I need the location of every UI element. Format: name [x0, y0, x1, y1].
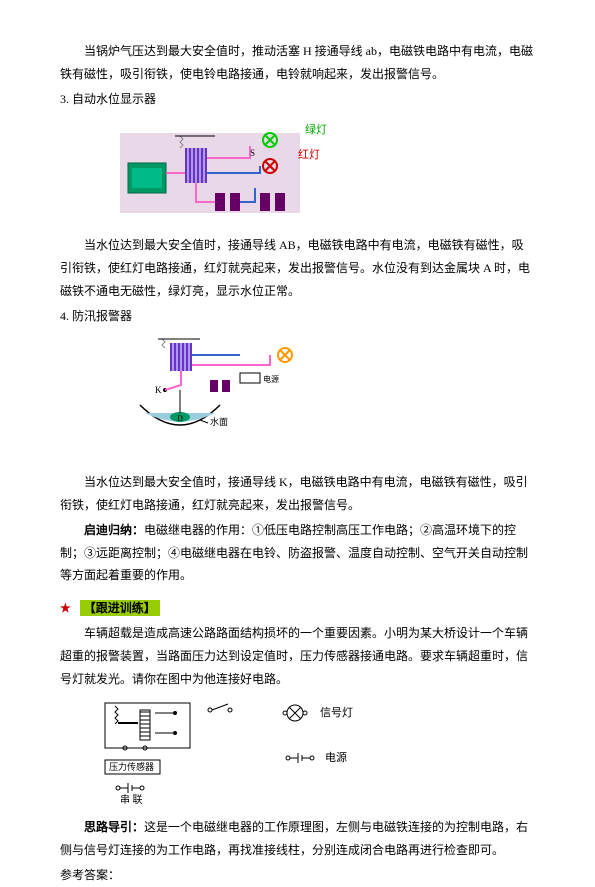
water-surface-label: 水面 — [210, 416, 228, 427]
diagram-circuit-row: 压力传感器 串 联 信号灯 电源 — [100, 698, 535, 808]
paragraph-water-level: 当水位达到最大安全值时，接通导线 AB，电磁铁电路中有电流，电磁铁有磁性，吸引衔… — [60, 234, 535, 302]
series-label: 串 联 — [120, 794, 143, 806]
section-3-title: 3. 自动水位显示器 — [60, 88, 535, 111]
diagram-flood-alarm: 电源 K D 水面 — [120, 335, 535, 463]
section-4-title: 4. 防汛报警器 — [60, 305, 535, 328]
diagram-water-level: S 绿灯 红灯 — [120, 118, 535, 226]
paragraph-flood-alarm: 当水位达到最大安全值时，接通导线 K，电磁铁电路中有电流，电磁铁有磁性，吸引衔铁… — [60, 471, 535, 517]
paragraph-guidance: 思路导引：这是一个电磁继电器的工作原理图，左侧与电磁铁连接的为控制电路，右侧与信… — [60, 816, 535, 862]
star-icon: ★ — [60, 601, 71, 615]
diagram-flood-alarm-svg: 电源 K D 水面 — [120, 335, 340, 455]
training-label: 【跟进训练】 — [80, 600, 160, 616]
guidance-lead: 思路导引： — [84, 820, 144, 834]
power-label: 电源 — [325, 750, 347, 764]
paragraph-summary: 启迪归纳：电磁继电器的作用：①低压电路控制高压工作电路；②高温环境下的控制；③远… — [60, 519, 535, 587]
pressure-sensor-label: 压力传感器 — [109, 761, 154, 772]
svg-text:K: K — [155, 385, 162, 395]
paragraph-intro: 当锅炉气压达到最大安全值时，推动活塞 H 接通导线 ab，电磁铁电路中有电流，电… — [60, 40, 535, 86]
svg-text:电源: 电源 — [263, 374, 279, 384]
svg-text:S: S — [250, 148, 255, 158]
signal-lamp-label: 信号灯 — [320, 706, 353, 719]
summary-lead: 启迪归纳： — [84, 523, 144, 537]
diagram-signal-power: 信号灯 电源 — [280, 698, 400, 798]
svg-text:D: D — [177, 414, 183, 423]
green-lamp-label: 绿灯 — [305, 124, 327, 136]
training-header: ★ 【跟进训练】 — [60, 597, 535, 620]
paragraph-problem: 车辆超载是造成高速公路路面结构损坏的一个重要因素。小明为某大桥设计一个车辆超重的… — [60, 622, 535, 690]
red-lamp-label: 红灯 — [298, 149, 320, 161]
diagram-relay-sensor: 压力传感器 串 联 — [100, 698, 250, 808]
answer-label: 参考答案： — [60, 864, 535, 887]
